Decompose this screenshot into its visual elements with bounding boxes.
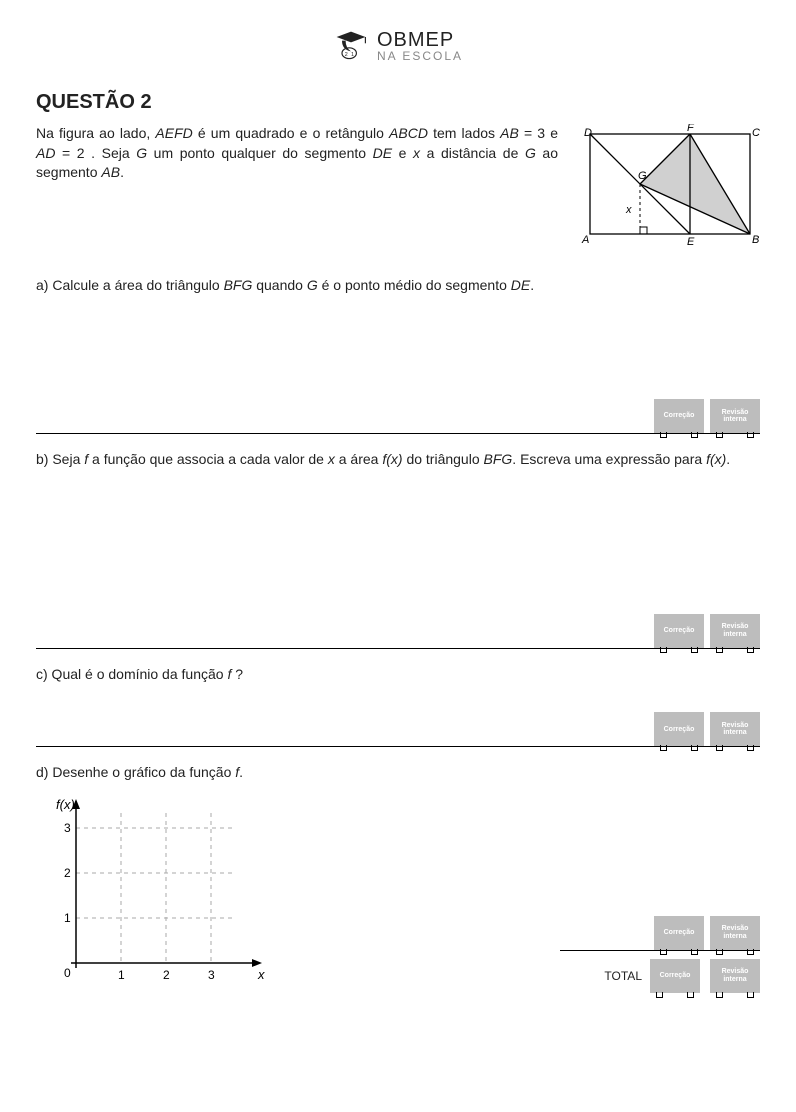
grade-box-correcao: Correção: [654, 399, 704, 433]
label-G: G: [638, 170, 647, 182]
svg-text:2: 2: [345, 52, 348, 58]
logo-line2: NA ESCOLA: [377, 50, 463, 62]
item-a: a) Calcule a área do triângulo BFG quand…: [36, 276, 760, 296]
total-row: TOTAL Correção Revisão interna: [604, 959, 760, 993]
item-d: d) Desenhe o gráfico da função f.: [36, 763, 760, 783]
intro-text: Na figura ao lado, AEFD é um quadrado e …: [36, 124, 558, 183]
grade-box-correcao: Correção: [654, 712, 704, 746]
label-A: A: [581, 234, 589, 246]
answer-area-c: Correção Revisão interna: [36, 684, 760, 747]
label-x: x: [625, 204, 632, 216]
grade-box-revisao: Revisão interna: [710, 614, 760, 648]
grade-box-correcao: Correção: [654, 614, 704, 648]
label-B: B: [752, 234, 759, 246]
xtick-2: 2: [163, 968, 170, 982]
item-b: b) Seja f a função que associa a cada va…: [36, 450, 760, 470]
item-c: c) Qual é o domínio da função f ?: [36, 665, 760, 685]
graph-axes: 1 2 3 1 2 3 0 f(x) x: [36, 793, 296, 993]
grade-box-revisao: Revisão interna: [710, 712, 760, 746]
ytick-2: 2: [64, 866, 71, 880]
question-title: QUESTÃO 2: [36, 88, 760, 116]
svg-text:1: 1: [351, 52, 354, 58]
label-D: D: [584, 127, 592, 139]
total-box-correcao: Correção: [650, 959, 700, 993]
answer-area-a: Correção Revisão interna: [36, 295, 760, 434]
label-E: E: [687, 236, 695, 248]
grade-box-revisao: Revisão interna: [710, 916, 760, 950]
total-label: TOTAL: [604, 968, 642, 985]
geometry-figure: D F C A E B G x: [570, 124, 760, 260]
total-box-revisao: Revisão interna: [710, 959, 760, 993]
xtick-1: 1: [118, 968, 125, 982]
label-C: C: [752, 127, 760, 139]
xlabel: x: [257, 967, 265, 982]
answer-area-d: Correção Revisão interna: [560, 916, 760, 951]
ytick-3: 3: [64, 821, 71, 835]
origin-label: 0: [64, 966, 71, 980]
xtick-3: 3: [208, 968, 215, 982]
ylabel: f(x): [56, 797, 75, 812]
logo-text: OBMEP NA ESCOLA: [377, 30, 463, 62]
obmep-cap-icon: 2 1: [333, 28, 369, 64]
grade-box-correcao: Correção: [654, 916, 704, 950]
logo: 2 1 OBMEP NA ESCOLA: [36, 28, 760, 64]
answer-area-b: Correção Revisão interna: [36, 470, 760, 649]
logo-line1: OBMEP: [377, 30, 463, 50]
label-F: F: [687, 124, 695, 134]
grade-box-revisao: Revisão interna: [710, 399, 760, 433]
ytick-1: 1: [64, 911, 71, 925]
